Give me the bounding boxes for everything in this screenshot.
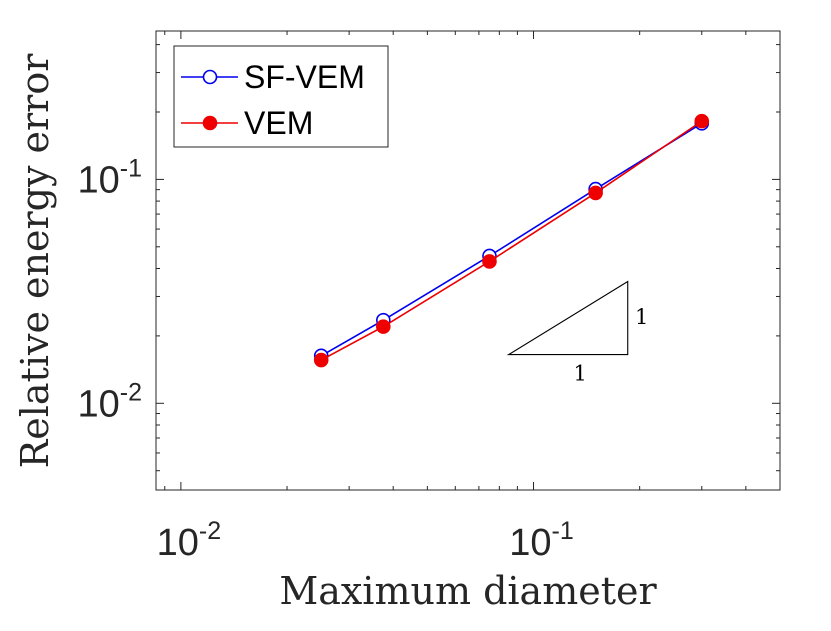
- slope-triangle: 11: [506, 280, 648, 386]
- data-point: [588, 185, 603, 201]
- data-point: [694, 113, 710, 129]
- slope-triangle-shape: [506, 280, 629, 356]
- legend: SF-VEM VEM: [173, 45, 389, 148]
- x-axis-label: Maximum diameter: [279, 569, 657, 613]
- legend-label: VEM: [244, 105, 313, 141]
- y-tick-label: 10-2: [77, 378, 142, 425]
- series-group: [313, 113, 710, 368]
- legend-swatch-marker: [202, 69, 218, 85]
- x-tick-label: 10-1: [509, 517, 574, 564]
- series-sf-vem: [313, 116, 710, 364]
- series-vem: [313, 113, 710, 368]
- slope-triangle-vertical-label: 1: [635, 305, 648, 329]
- x-tick-label: 10-2: [157, 517, 222, 564]
- legend-label: SF-VEM: [244, 59, 365, 95]
- data-point: [313, 352, 329, 368]
- y-axis-label: Relative energy error: [13, 53, 57, 469]
- plot-frame: [155, 30, 781, 491]
- data-point: [482, 254, 497, 269]
- slope-triangle-horizontal-label: 1: [573, 362, 586, 386]
- axes: 10-2 10-1 10-2 10-1: [77, 30, 781, 564]
- data-point: [376, 319, 391, 334]
- axis-labels: Maximum diameter Relative energy error: [13, 53, 658, 613]
- y-tick-label: 10-1: [77, 154, 142, 201]
- legend-swatch-marker: [202, 115, 218, 131]
